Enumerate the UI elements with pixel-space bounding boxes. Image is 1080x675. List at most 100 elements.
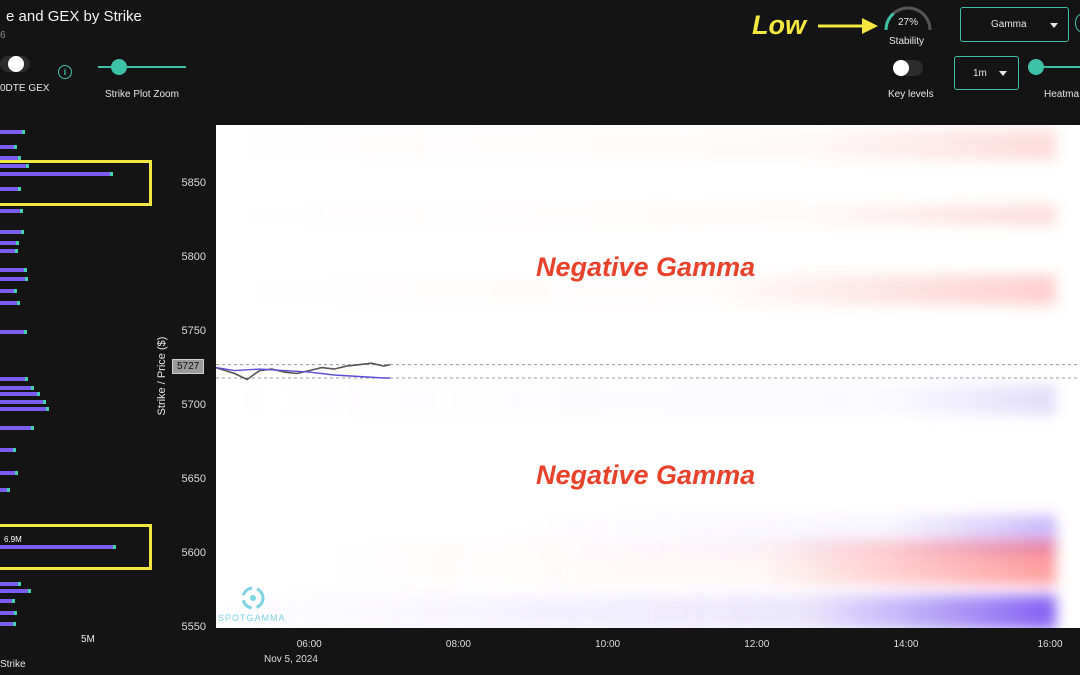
metric-select-value: Gamma — [991, 19, 1027, 30]
gex-bar[interactable] — [0, 164, 27, 169]
heatmap-slider-knob[interactable] — [1028, 59, 1044, 75]
gex-bar-tip — [12, 621, 16, 626]
gex-bar[interactable] — [0, 145, 14, 150]
interval-select[interactable]: 1m — [954, 56, 1019, 90]
toggle-knob — [893, 60, 909, 76]
gex-bar-tip — [46, 407, 49, 412]
y-tick-label: 5650 — [181, 473, 206, 486]
gex-bar[interactable] — [0, 377, 26, 382]
chevron-down-icon — [999, 71, 1007, 76]
gex-bar[interactable] — [0, 470, 15, 475]
gex-bar[interactable] — [0, 208, 20, 213]
gex-bar[interactable] — [0, 599, 12, 604]
left-x-axis-label: Strike — [0, 659, 26, 670]
y-tick-label: 5750 — [181, 325, 206, 338]
x-date-label: Nov 5, 2024 — [264, 654, 318, 665]
gex-bar[interactable] — [0, 267, 25, 272]
stability-value: 27% — [897, 17, 918, 28]
gex-bar[interactable] — [0, 426, 32, 431]
gex-bar-tip — [36, 392, 40, 397]
highlight-box-lower — [0, 524, 152, 570]
0dte-gex-label: 0DTE GEX — [0, 83, 50, 94]
gex-bar-tip — [14, 470, 18, 475]
gex-bar[interactable] — [0, 399, 43, 404]
gex-bar[interactable] — [0, 229, 21, 234]
x-tick-label: 14:00 — [893, 639, 919, 650]
gex-bar[interactable] — [0, 155, 19, 160]
gex-bar-tip — [24, 330, 28, 335]
gex-bar-tip — [24, 267, 28, 272]
negative-gamma-annotation-upper: Negative Gamma — [536, 252, 756, 282]
x-tick-label: 08:00 — [445, 639, 471, 650]
highlighted-bar-value: 6.9M — [4, 535, 22, 544]
strike-plot-zoom-slider-knob[interactable] — [111, 59, 127, 75]
gex-bar-tip — [6, 488, 10, 493]
stability-note: Low — [752, 10, 806, 40]
gex-bar[interactable] — [0, 407, 46, 412]
strike-plot-zoom-label: Strike Plot Zoom — [105, 89, 179, 100]
gex-bar-tip — [14, 248, 18, 253]
gex-bar-tip — [21, 130, 25, 135]
0dte-gex-toggle[interactable] — [0, 56, 30, 72]
info-icon[interactable]: i — [58, 65, 72, 79]
level-series-line — [216, 366, 390, 379]
gex-bar-tip — [18, 155, 22, 160]
gex-bar-tip — [26, 164, 30, 169]
gex-bar[interactable] — [0, 386, 32, 391]
price-series-line — [216, 362, 391, 381]
gex-bar-tip — [19, 208, 23, 213]
gex-bar-tip — [31, 386, 35, 391]
gex-bar[interactable] — [0, 330, 25, 335]
strike-plot-zoom-slider[interactable] — [98, 66, 186, 68]
y-tick-label: 5700 — [181, 399, 206, 412]
gex-bar-tip — [42, 399, 46, 404]
current-price-tag: 5727 — [172, 359, 205, 374]
gex-bar-tip — [25, 377, 29, 382]
gex-bar[interactable] — [0, 589, 28, 593]
gex-bar[interactable] — [0, 448, 13, 453]
gex-bar-tip — [27, 589, 31, 593]
y-tick-label: 5850 — [181, 177, 206, 190]
heatmap-svg — [216, 130, 1080, 628]
spotgamma-logo-icon — [241, 586, 265, 610]
refresh-icon[interactable] — [1075, 14, 1080, 32]
key-levels-toggle[interactable] — [893, 60, 923, 76]
gex-bar-tip — [110, 171, 114, 176]
page-title: e and GEX by Strike — [6, 8, 142, 25]
gex-bar-tip — [13, 611, 17, 616]
heatmap-label: Heatma — [1044, 89, 1080, 100]
gex-bar[interactable] — [0, 621, 13, 626]
gex-bar[interactable] — [0, 130, 22, 135]
heatmap-slider[interactable] — [1040, 66, 1080, 68]
gex-bar-panel — [0, 0, 160, 675]
gex-bar[interactable] — [0, 611, 14, 616]
negative-gamma-annotation-lower: Negative Gamma — [536, 460, 756, 490]
gamma-heatmap[interactable]: Negative Gamma Negative Gamma SPOTGAMMA — [216, 125, 1080, 628]
gex-bar[interactable] — [0, 288, 14, 293]
x-tick-label: 10:00 — [595, 639, 621, 650]
gex-bar[interactable] — [0, 186, 19, 191]
y-tick-label: 5550 — [181, 621, 206, 633]
gex-bar[interactable] — [0, 171, 111, 176]
gex-bar[interactable] — [0, 300, 18, 305]
gex-bar[interactable] — [0, 544, 113, 549]
stability-gauge-fill — [884, 12, 895, 31]
gex-bar[interactable] — [0, 241, 17, 246]
gex-bar[interactable] — [0, 392, 37, 397]
toggle-knob — [8, 56, 24, 72]
gex-bar[interactable] — [0, 488, 7, 493]
stability-gauge — [884, 6, 932, 31]
metric-select[interactable]: Gamma — [960, 7, 1069, 42]
gex-bar-tip — [13, 288, 17, 293]
chevron-down-icon — [1050, 23, 1058, 28]
gex-bar[interactable] — [0, 248, 15, 253]
gex-bar-tip — [12, 448, 16, 453]
gex-bar-tip — [18, 581, 22, 586]
page-subtitle: 6 — [0, 30, 6, 41]
highlight-box-upper — [0, 160, 152, 206]
gex-bar-tip — [18, 186, 22, 191]
key-levels-label: Key levels — [888, 89, 934, 100]
y-tick-label: 5800 — [181, 251, 206, 264]
gex-bar[interactable] — [0, 581, 19, 586]
gex-bar[interactable] — [0, 276, 26, 281]
